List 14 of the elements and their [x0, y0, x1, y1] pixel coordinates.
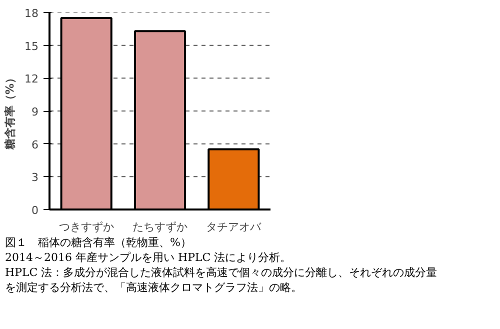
y-tick-label: 18 [24, 7, 39, 20]
y-tick-label: 12 [24, 72, 39, 86]
text: 図１ 稲体の糖含有率（乾物重、%） [5, 236, 192, 251]
text: 2014～2016 年産サンプルを用い HPLC 法により分析。 [5, 250, 292, 266]
y-tick-label: 0 [32, 204, 38, 217]
x-tick-label: つきすずか [58, 220, 114, 234]
y-tick-label: 3 [32, 171, 38, 184]
y-tick-label: 6 [32, 138, 38, 152]
y-tick-label: 15 [24, 40, 39, 53]
text: HPLC 法：多成分が混合した液体試料を高速で個々の成分に分離し、それぞれの成分量を測定する分析法で、「高速液体クロマトグラフ法」の略。 [5, 266, 438, 296]
y-tick-label: 9 [32, 106, 38, 118]
y-axis-title: 糖含有率（%） [4, 72, 17, 151]
x-tick-label: たちすずか [132, 220, 188, 234]
x-tick-label: タチアオバ [206, 220, 262, 234]
